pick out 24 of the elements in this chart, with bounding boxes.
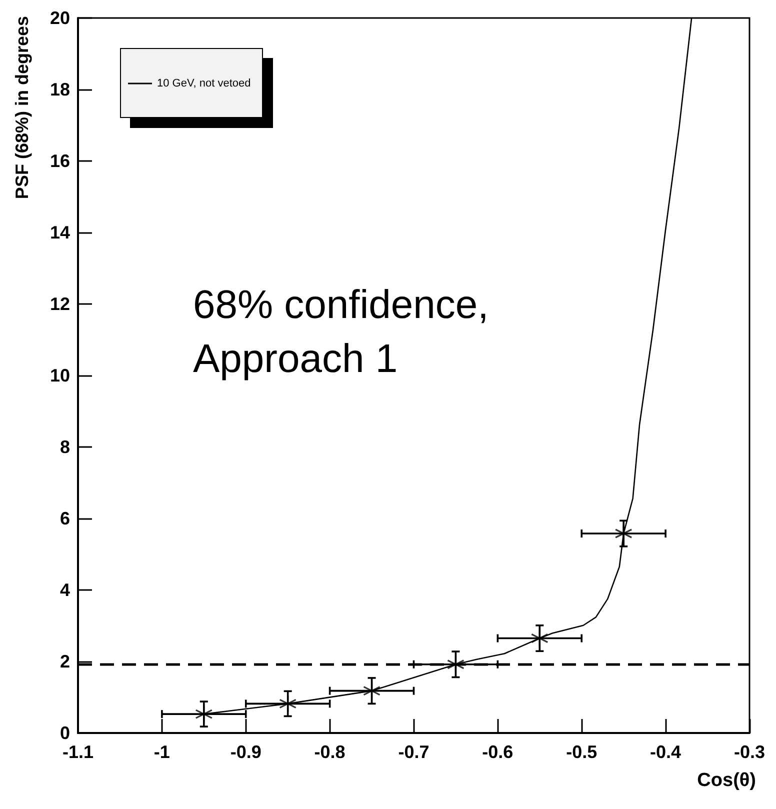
x-tick-label: -0.8 bbox=[314, 742, 346, 762]
y-tick-label: 8 bbox=[60, 437, 70, 457]
y-tick-label: 12 bbox=[50, 294, 70, 314]
y-tick-label: 4 bbox=[60, 580, 70, 600]
x-axis-title: Cos(θ) bbox=[697, 770, 756, 791]
y-tick-label: 18 bbox=[50, 80, 70, 100]
y-tick-label: 6 bbox=[60, 508, 70, 528]
x-tick-label: -1.1 bbox=[62, 742, 94, 762]
x-tick-label: -0.7 bbox=[398, 742, 430, 762]
annotation: 68% confidence, Approach 1 bbox=[193, 283, 489, 381]
y-tick-label: 10 bbox=[50, 366, 70, 386]
x-tick-label: -0.6 bbox=[482, 742, 514, 762]
legend-label: 10 GeV, not vetoed bbox=[157, 78, 251, 90]
x-tick-label: -0.4 bbox=[650, 742, 682, 762]
y-tick-label: 14 bbox=[50, 222, 70, 242]
x-tick-label: -0.3 bbox=[734, 742, 766, 762]
y-tick-label: 0 bbox=[60, 723, 70, 743]
x-tick-label: -1 bbox=[154, 742, 170, 762]
x-tick-label: -0.9 bbox=[230, 742, 262, 762]
y-tick-label: 2 bbox=[60, 652, 70, 672]
y-tick-label: 20 bbox=[50, 8, 70, 28]
y-tick-label: 16 bbox=[50, 151, 70, 171]
x-tick-label: -0.5 bbox=[566, 742, 598, 762]
y-axis-title: PSF (68%) in degrees bbox=[12, 16, 32, 200]
